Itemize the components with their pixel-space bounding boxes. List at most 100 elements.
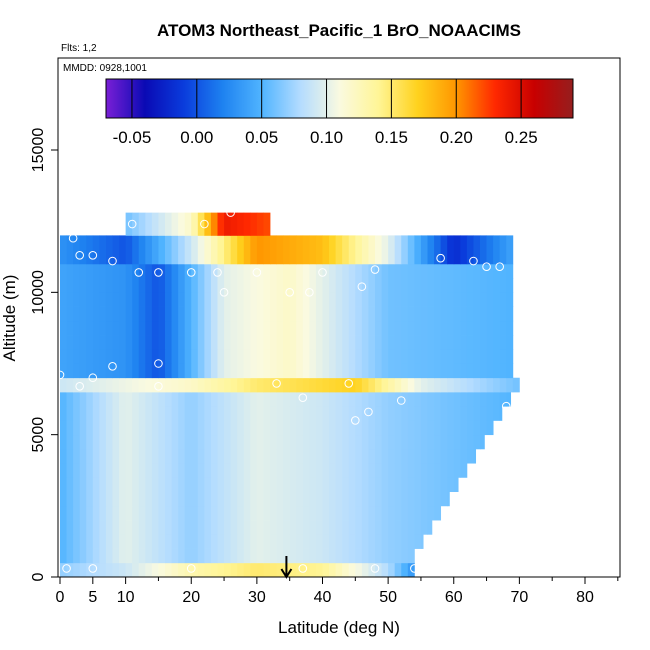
heatmap-cell bbox=[493, 263, 501, 279]
heatmap-cell bbox=[329, 420, 337, 436]
heatmap-cell bbox=[434, 377, 442, 393]
heatmap-cell bbox=[388, 263, 396, 279]
heatmap-cell bbox=[466, 263, 474, 279]
heatmap-cell bbox=[165, 320, 172, 336]
heatmap-cell bbox=[329, 263, 337, 279]
heatmap-cell bbox=[329, 548, 337, 564]
heatmap-cell bbox=[329, 477, 337, 492]
x-tick-label: 20 bbox=[182, 589, 200, 606]
heatmap-cell bbox=[210, 363, 218, 379]
heatmap-cell bbox=[342, 263, 350, 279]
heatmap-cell bbox=[309, 548, 317, 564]
heatmap-cell bbox=[309, 320, 317, 336]
heatmap-cell bbox=[73, 263, 81, 279]
heatmap-cell bbox=[276, 349, 284, 364]
heatmap-cell bbox=[381, 448, 389, 464]
heatmap-cell bbox=[447, 263, 455, 279]
heatmap-cell bbox=[165, 212, 172, 236]
heatmap-cell bbox=[394, 349, 402, 364]
heatmap-cell bbox=[66, 235, 74, 265]
heatmap-cell bbox=[171, 548, 179, 564]
heatmap-cell bbox=[401, 562, 409, 578]
heatmap-cell bbox=[204, 420, 212, 436]
heatmap-cell bbox=[460, 263, 468, 279]
heatmap-cell bbox=[414, 377, 422, 393]
heatmap-cell bbox=[99, 335, 107, 350]
heatmap-cell bbox=[276, 477, 284, 492]
sample-marker bbox=[75, 251, 84, 260]
heatmap-cell bbox=[145, 491, 153, 507]
heatmap-cell bbox=[158, 278, 166, 293]
heatmap-cell bbox=[119, 278, 127, 293]
heatmap-cell bbox=[309, 335, 317, 350]
colorbar-tick-label: 0.00 bbox=[180, 128, 213, 147]
heatmap-cell bbox=[204, 463, 212, 478]
heatmap-cell bbox=[178, 320, 186, 336]
heatmap-cell bbox=[309, 477, 317, 492]
heatmap-cell bbox=[375, 306, 382, 322]
heatmap-cell bbox=[309, 520, 317, 535]
heatmap-cell bbox=[145, 335, 153, 350]
heatmap-cell bbox=[79, 505, 87, 521]
heatmap-cell bbox=[99, 463, 107, 478]
heatmap-cell bbox=[256, 520, 264, 535]
heatmap-cell bbox=[401, 263, 409, 279]
heatmap-cell bbox=[217, 235, 225, 265]
heatmap-cell bbox=[309, 420, 317, 436]
heatmap-cell bbox=[420, 505, 428, 521]
sample-marker bbox=[501, 401, 511, 411]
heatmap-cell bbox=[92, 335, 100, 350]
heatmap-cell bbox=[427, 263, 435, 279]
heatmap-cell bbox=[224, 212, 232, 236]
heatmap-cell bbox=[263, 292, 271, 307]
heatmap-cell bbox=[105, 420, 113, 436]
heatmap-cell bbox=[178, 477, 186, 492]
heatmap-cell bbox=[375, 391, 382, 407]
heatmap-cell bbox=[119, 534, 127, 549]
heatmap-cell bbox=[296, 520, 304, 535]
heatmap-cell bbox=[171, 212, 179, 236]
heatmap-cell bbox=[322, 363, 330, 379]
heatmap-cell bbox=[151, 463, 159, 478]
heatmap-cell bbox=[112, 548, 120, 564]
heatmap-cell bbox=[217, 420, 225, 436]
heatmap-cell bbox=[270, 391, 277, 407]
heatmap-cell bbox=[322, 505, 330, 521]
heatmap-cell bbox=[99, 520, 107, 535]
heatmap-cell bbox=[453, 420, 461, 436]
heatmap-cell bbox=[184, 548, 192, 564]
heatmap-cell bbox=[283, 363, 291, 379]
heatmap-cell bbox=[440, 335, 448, 350]
sample-marker bbox=[88, 564, 98, 573]
heatmap-cell bbox=[460, 448, 468, 464]
heatmap-cell bbox=[256, 491, 264, 507]
heatmap-cell bbox=[92, 491, 100, 507]
heatmap-cell bbox=[73, 420, 81, 436]
heatmap-cell bbox=[289, 335, 297, 350]
heatmap-cell bbox=[171, 505, 179, 521]
heatmap-cell bbox=[119, 463, 127, 478]
heatmap-cell bbox=[237, 335, 245, 350]
heatmap-cell bbox=[243, 292, 251, 307]
heatmap-cell bbox=[434, 235, 442, 265]
heatmap-cell bbox=[368, 292, 376, 307]
heatmap-cell bbox=[184, 278, 192, 293]
heatmap-cell bbox=[119, 477, 127, 492]
heatmap-cell bbox=[171, 335, 179, 350]
heatmap-cell bbox=[191, 349, 199, 364]
heatmap-cell bbox=[250, 292, 258, 307]
heatmap-cell bbox=[322, 548, 330, 564]
heatmap-cell bbox=[112, 477, 120, 492]
heatmap-cell bbox=[138, 306, 146, 322]
heatmap-cell bbox=[381, 235, 389, 265]
sample-marker bbox=[200, 219, 209, 229]
heatmap-cell bbox=[427, 477, 435, 492]
heatmap-cell bbox=[322, 463, 330, 478]
heatmap-cell bbox=[125, 320, 133, 336]
heatmap-cell bbox=[420, 235, 428, 265]
colorbar: -0.05 0.00 0.05 0.10 0.15 0.20 0.25 bbox=[105, 78, 574, 147]
heatmap-cell bbox=[224, 534, 232, 549]
heatmap-cell bbox=[250, 448, 258, 464]
heatmap-cell bbox=[414, 335, 422, 350]
heatmap-cell bbox=[92, 235, 100, 265]
